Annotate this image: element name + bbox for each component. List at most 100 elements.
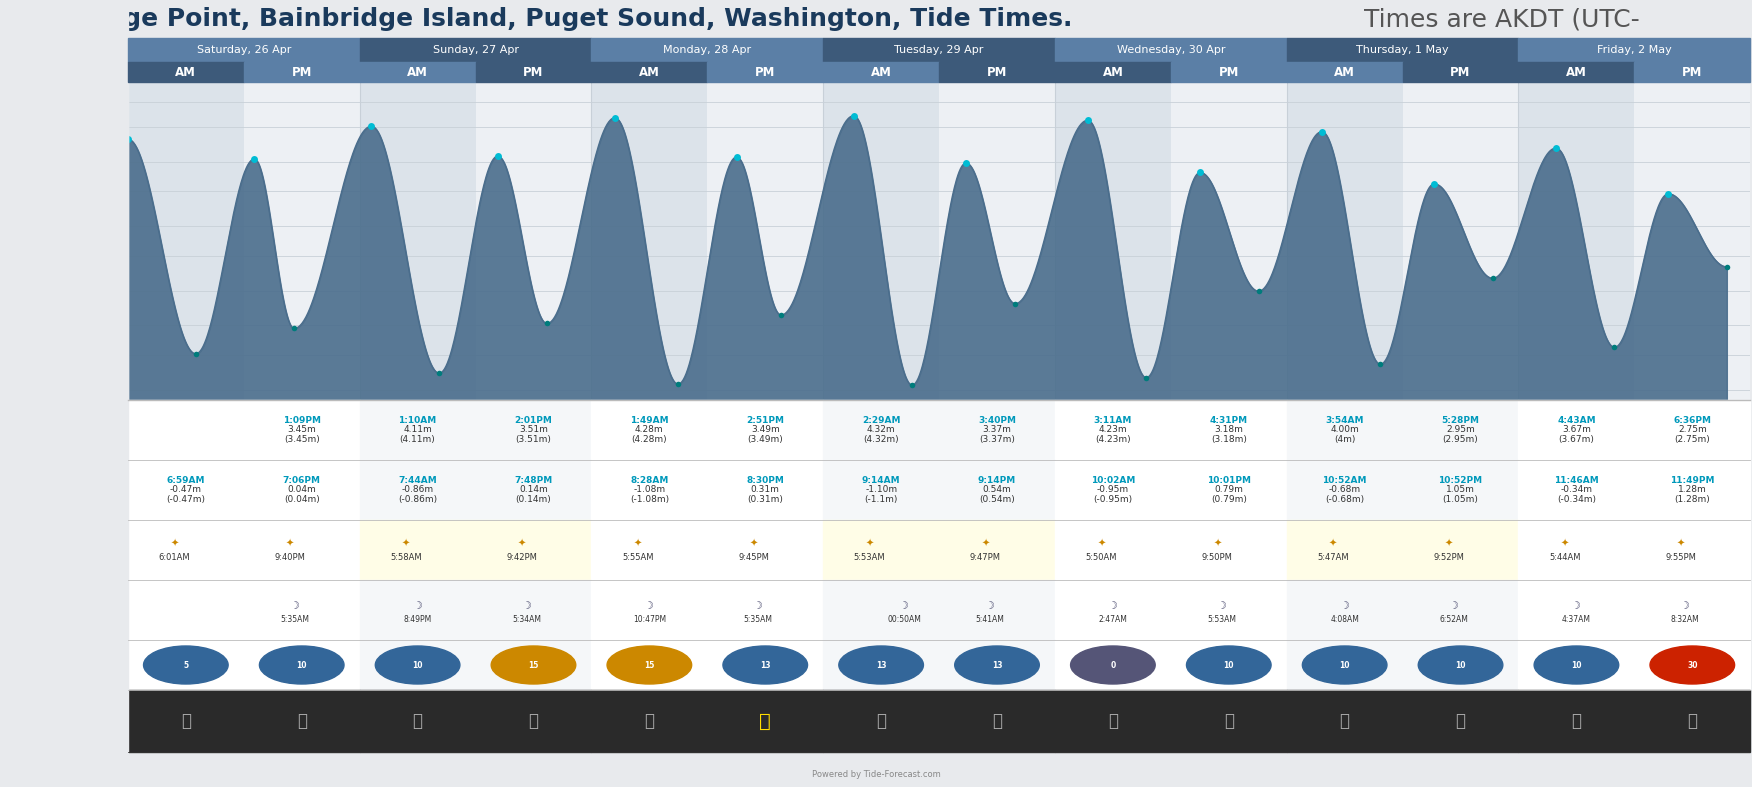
Text: ✦: ✦ (170, 539, 179, 549)
Text: ✦: ✦ (401, 539, 410, 549)
Bar (823, 82, 939, 400)
Text: -0.34m: -0.34m (1561, 486, 1593, 494)
Text: Rise: Rise (4, 613, 23, 623)
Text: 1:49AM: 1:49AM (631, 416, 669, 425)
Text: (-1.08m): (-1.08m) (629, 495, 669, 504)
Text: 2:01PM: 2:01PM (515, 416, 552, 425)
Text: 🌧: 🌧 (1687, 712, 1698, 730)
Text: 🌧: 🌧 (180, 712, 191, 730)
Text: Moon: Moon (4, 585, 28, 594)
Text: 5:47AM: 5:47AM (1318, 553, 1349, 563)
Text: 30: 30 (1687, 660, 1698, 670)
Text: 8:32AM: 8:32AM (1671, 615, 1699, 624)
Text: 3.51m: 3.51m (519, 426, 548, 434)
Text: 3.45m: 3.45m (287, 426, 315, 434)
Text: 4:31PM: 4:31PM (1209, 416, 1247, 425)
Text: (-0.68m): (-0.68m) (1325, 495, 1365, 504)
Text: 🌧: 🌧 (1107, 712, 1118, 730)
Text: 9:55PM: 9:55PM (1666, 553, 1696, 563)
Text: ✦: ✦ (1330, 539, 1337, 549)
Text: 5:44AM: 5:44AM (1549, 553, 1580, 563)
Bar (359, 82, 475, 400)
Text: 6:52AM: 6:52AM (1438, 615, 1468, 624)
Text: 10: 10 (296, 660, 307, 670)
Text: (0.79m): (0.79m) (1211, 495, 1247, 504)
Text: HIGH
(AKDT): HIGH (AKDT) (4, 419, 37, 441)
Text: 3.37m: 3.37m (983, 426, 1011, 434)
Text: (4.23m): (4.23m) (1095, 435, 1130, 444)
Text: 10: 10 (1223, 660, 1233, 670)
Text: (3.49m): (3.49m) (748, 435, 783, 444)
Text: ✦: ✦ (1212, 539, 1221, 549)
Text: Wednesday, 30 Apr: Wednesday, 30 Apr (1116, 45, 1225, 55)
Text: 0.79m: 0.79m (1214, 486, 1244, 494)
Text: ✦: ✦ (1677, 539, 1685, 549)
Text: Bainbridge Point, Bainbridge Island, Puget Sound, Washington, Tide Times.: Bainbridge Point, Bainbridge Island, Pug… (4, 7, 1072, 31)
Text: Saturday, 26 Apr: Saturday, 26 Apr (196, 45, 291, 55)
Text: (0.54m): (0.54m) (979, 495, 1014, 504)
Text: (-1.1m): (-1.1m) (864, 495, 897, 504)
Text: AM: AM (639, 65, 661, 79)
Text: -1.08m: -1.08m (632, 486, 666, 494)
Text: (3.67m): (3.67m) (1559, 435, 1594, 444)
Bar (939, 82, 1055, 400)
Text: Wind: Wind (4, 656, 26, 665)
Text: 0.54m: 0.54m (983, 486, 1011, 494)
Text: -0.86m: -0.86m (401, 486, 434, 494)
Text: ☽: ☽ (753, 601, 764, 611)
Text: (4.28m): (4.28m) (631, 435, 668, 444)
Text: AM: AM (175, 65, 196, 79)
Text: 10:52PM: 10:52PM (1438, 476, 1482, 485)
Text: 10: 10 (1340, 660, 1349, 670)
Text: 13: 13 (992, 660, 1002, 670)
Text: 🌧: 🌧 (413, 712, 422, 730)
Text: 5:35AM: 5:35AM (745, 615, 773, 624)
Text: PM: PM (755, 65, 776, 79)
Text: 🌧: 🌧 (1340, 712, 1349, 730)
Bar (1519, 82, 1635, 400)
Text: 9:14PM: 9:14PM (978, 476, 1016, 485)
Bar (1403, 82, 1519, 400)
Text: (3.51m): (3.51m) (515, 435, 552, 444)
Text: 0.04m: 0.04m (287, 486, 315, 494)
Text: PM: PM (986, 65, 1007, 79)
Text: 10:01PM: 10:01PM (1207, 476, 1251, 485)
Text: ☽: ☽ (899, 601, 909, 611)
Text: 4:37AM: 4:37AM (1563, 615, 1591, 624)
Text: ☽: ☽ (645, 601, 653, 611)
Text: 2.75m: 2.75m (1678, 426, 1706, 434)
Text: ✦: ✦ (286, 539, 294, 549)
Text: 5:50AM: 5:50AM (1086, 553, 1118, 563)
Text: 4.00m: 4.00m (1330, 426, 1360, 434)
Text: 11:49PM: 11:49PM (1670, 476, 1715, 485)
Bar (475, 82, 592, 400)
Text: 3:40PM: 3:40PM (978, 416, 1016, 425)
Text: 1:09PM: 1:09PM (282, 416, 321, 425)
Text: ✦: ✦ (519, 539, 526, 549)
Bar (1055, 82, 1170, 400)
Text: 5:41AM: 5:41AM (976, 615, 1004, 624)
Text: 1:10AM: 1:10AM (398, 416, 436, 425)
Text: 15: 15 (529, 660, 538, 670)
Text: (mph): (mph) (4, 667, 28, 676)
Text: 4:43AM: 4:43AM (1558, 416, 1596, 425)
Text: 3:11AM: 3:11AM (1093, 416, 1132, 425)
Text: 7:48PM: 7:48PM (515, 476, 552, 485)
Text: 3:54AM: 3:54AM (1326, 416, 1363, 425)
Text: -0.68m: -0.68m (1328, 486, 1361, 494)
Text: (0.14m): (0.14m) (515, 495, 552, 504)
Text: ☽: ☽ (985, 601, 995, 611)
Text: (-0.86m): (-0.86m) (398, 495, 438, 504)
Text: AM: AM (1566, 65, 1587, 79)
Text: ✦: ✦ (1561, 539, 1568, 549)
Text: (-0.47m): (-0.47m) (166, 495, 205, 504)
Text: (1.05m): (1.05m) (1442, 495, 1479, 504)
Text: 13: 13 (760, 660, 771, 670)
Text: Friday, 2 May: Friday, 2 May (1598, 45, 1671, 55)
Text: ✦: ✦ (1097, 539, 1106, 549)
Text: 13: 13 (876, 660, 887, 670)
Text: 9:50PM: 9:50PM (1202, 553, 1233, 563)
Text: 8:30PM: 8:30PM (746, 476, 785, 485)
Text: ☽: ☽ (1107, 601, 1118, 611)
Text: 2:51PM: 2:51PM (746, 416, 785, 425)
